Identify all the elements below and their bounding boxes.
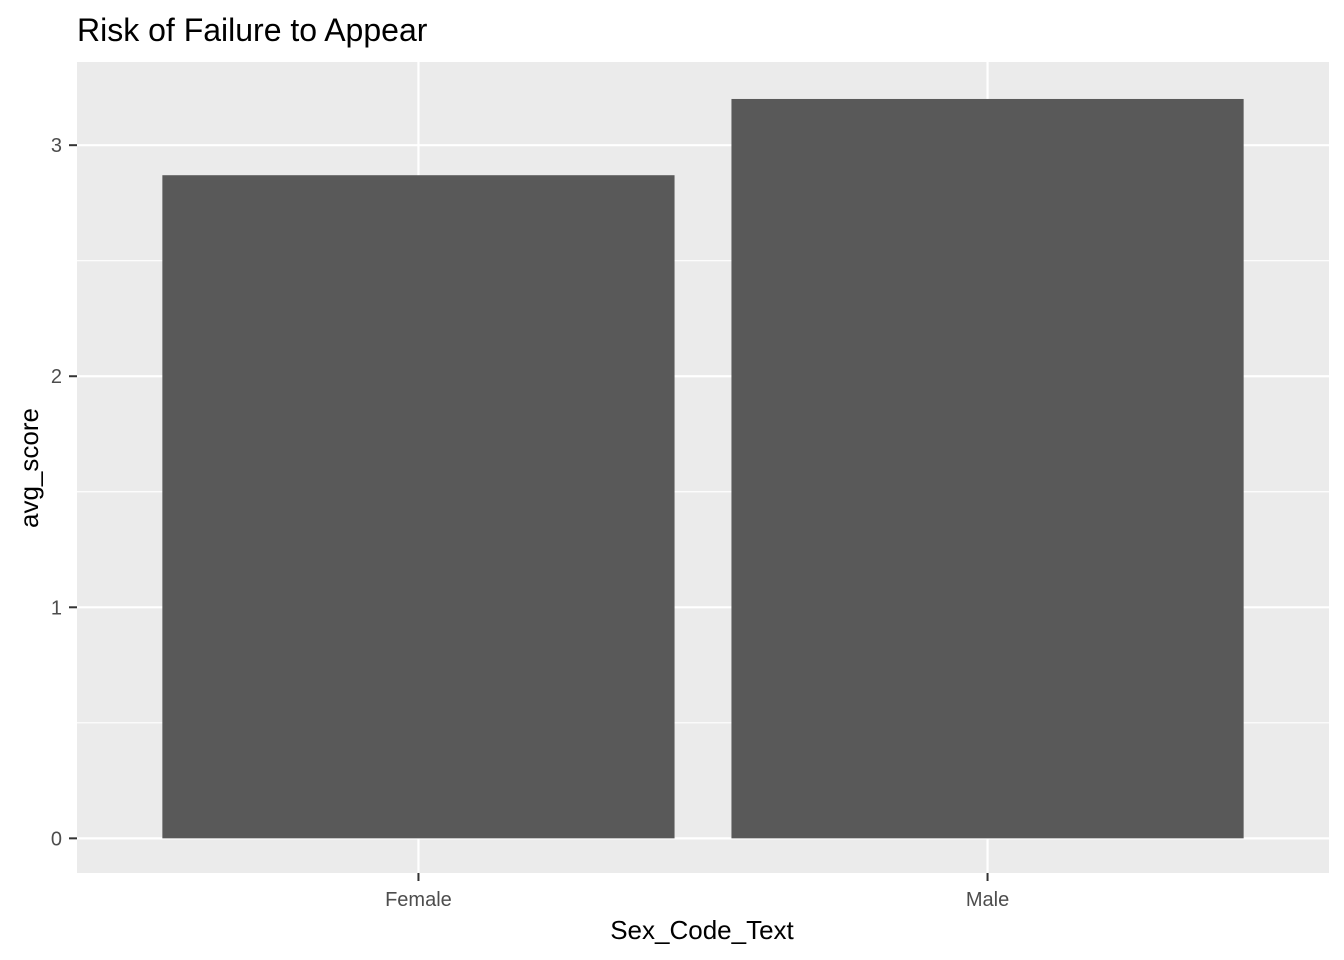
chart-title: Risk of Failure to Appear bbox=[77, 12, 428, 48]
x-axis-title: Sex_Code_Text bbox=[610, 915, 794, 945]
x-tick-label: Male bbox=[966, 889, 1009, 911]
x-axis: Female Male bbox=[385, 873, 1009, 911]
y-tick-label: 2 bbox=[51, 366, 62, 388]
y-tick-label: 0 bbox=[51, 828, 62, 850]
y-axis: 0 1 2 3 bbox=[51, 135, 77, 850]
bar-male bbox=[731, 98, 1244, 839]
x-tick-label: Female bbox=[385, 889, 452, 911]
bars bbox=[162, 98, 1244, 839]
y-tick-label: 1 bbox=[51, 597, 62, 619]
y-tick-label: 3 bbox=[51, 135, 62, 157]
y-axis-title: avg_score bbox=[14, 408, 44, 528]
bar-female bbox=[162, 175, 675, 839]
